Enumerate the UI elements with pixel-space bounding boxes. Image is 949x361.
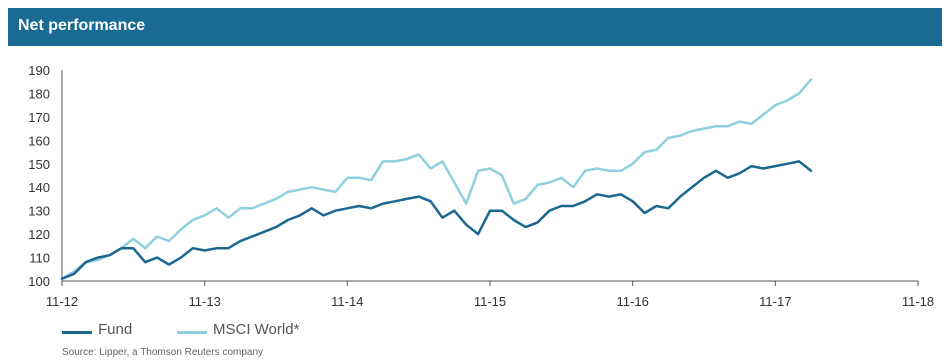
x-tick-label: 11-18 [902,294,934,309]
x-tick-label: 11-15 [474,294,506,309]
legend-swatch-fund [62,331,92,334]
y-tick-label: 180 [28,86,50,101]
y-tick-label: 110 [29,251,50,266]
y-axis-labels: 100 110 120 130 140 150 160 170 180 190 [28,63,50,289]
axes [61,70,919,286]
y-tick-label: 150 [28,157,50,172]
source-note: Source: Lipper, a Thomson Reuters compan… [62,347,264,358]
series-line-fund [60,160,813,280]
legend-label-msci: MSCI World* [213,321,300,338]
y-tick-label: 100 [28,274,50,289]
series-line-msci-world [60,78,813,280]
y-tick-label: 120 [28,227,50,242]
y-tick-label: 160 [28,133,50,148]
y-tick-label: 130 [28,204,50,219]
legend-swatch-msci [177,331,207,334]
x-tick-label: 11-17 [759,294,791,309]
x-tick-label: 11-13 [189,294,221,309]
x-tick-label: 11-14 [331,294,363,309]
y-tick-label: 170 [28,110,50,125]
chart-header: Net performance [8,8,942,46]
series-lines [60,78,813,280]
y-tick-label: 140 [28,180,50,195]
y-tick-label: 190 [28,63,50,78]
x-axis-labels: 11-12 11-13 11-14 11-15 11-16 11-17 11-18 [46,294,934,309]
x-tick-label: 11-16 [617,294,649,309]
x-tick-label: 11-12 [46,294,78,309]
legend-label-fund: Fund [98,321,133,338]
chart-title: Net performance [18,17,146,34]
